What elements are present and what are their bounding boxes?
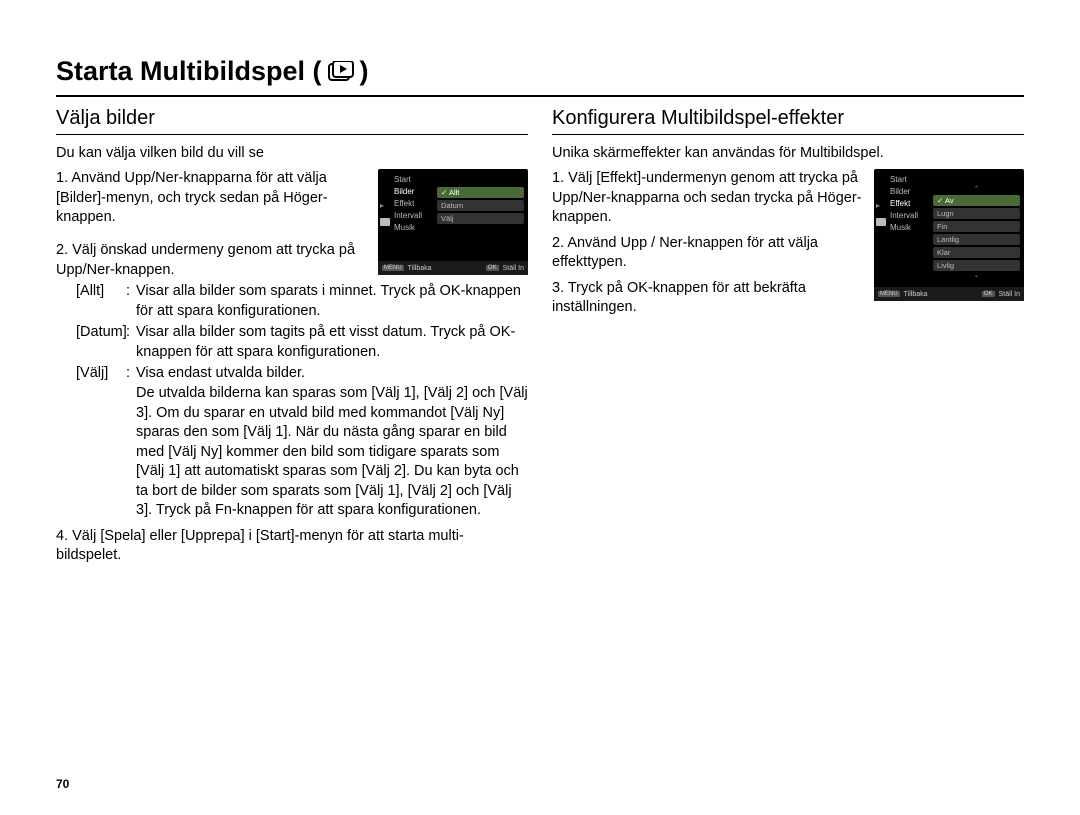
- left-step2: 2. Välj önskad undermeny genom att tryck…: [56, 241, 366, 280]
- right-heading: Konfigurera Multibildspel-effekter: [552, 107, 1024, 135]
- set-label: Ställ In: [999, 291, 1020, 298]
- def-colon: :: [126, 323, 136, 362]
- left-heading: Välja bilder: [56, 107, 528, 135]
- chevron-up-icon: ⌃: [933, 187, 1020, 193]
- ss-options: ⌃ ✓ Av Lugn Fin Lantlig Klar Livlig ⌄: [933, 175, 1020, 301]
- ss-side-icons: ▸: [380, 201, 390, 226]
- play-icon: ▸: [380, 201, 390, 210]
- page-title: Starta Multibildspel ( ): [56, 56, 1024, 97]
- def-text: Visar alla bilder som tagits på ett viss…: [136, 323, 528, 362]
- ss-options: ✓ Allt Datum Välj: [437, 175, 524, 275]
- ss-option: Lugn: [933, 208, 1020, 219]
- left-intro: Du kan välja vilken bild du vill se: [56, 145, 528, 161]
- title-prefix: Starta Multibildspel (: [56, 56, 322, 87]
- play-icon: ▸: [876, 201, 886, 210]
- ss-menu-item: Start: [890, 175, 933, 184]
- ss-option: Datum: [437, 200, 524, 211]
- ss-option: Livlig: [933, 260, 1020, 271]
- ss-menu-item: Intervall: [890, 211, 933, 220]
- camera-icon: [876, 218, 886, 226]
- camera-icon: [380, 218, 390, 226]
- right-step2: 2. Använd Upp / Ner-knappen för att välj…: [552, 234, 866, 273]
- def-colon: :: [126, 282, 136, 321]
- ss-menu-item: Effekt: [394, 199, 437, 208]
- menu-btn-label: MENU: [382, 265, 404, 271]
- ss-menu-item: Bilder: [394, 187, 437, 196]
- def-label: [Datum]: [56, 323, 126, 362]
- ss-menu: Start Bilder Effekt Intervall Musik: [382, 175, 437, 275]
- ok-btn-label: OK: [486, 265, 499, 271]
- def-label: [Välj]: [56, 364, 126, 521]
- def-colon: :: [126, 364, 136, 521]
- ss-menu-item: Intervall: [394, 211, 437, 220]
- title-suffix: ): [360, 56, 369, 87]
- ss-option: Välj: [437, 213, 524, 224]
- left-step1: 1. Använd Upp/Ner-knapparna för att välj…: [56, 169, 370, 228]
- left-column: Välja bilder Du kan välja vilken bild du…: [56, 107, 528, 566]
- left-step4: 4. Välj [Spela] eller [Upprepa] i [Start…: [56, 527, 528, 566]
- menu-btn-label: MENU: [878, 291, 900, 297]
- def-row: [Välj] : Visa endast utvalda bilder. De …: [56, 364, 528, 521]
- ss-option: Klar: [933, 247, 1020, 258]
- right-step1: 1. Välj [Effekt]-undermenyn genom att tr…: [552, 169, 866, 228]
- back-label: Tillbaka: [904, 291, 928, 298]
- content-columns: Välja bilder Du kan välja vilken bild du…: [56, 107, 1024, 566]
- ss-bottom-bar: MENU Tillbaka OK Ställ In: [378, 261, 528, 275]
- ss-menu-item: Start: [394, 175, 437, 184]
- right-steps-text: 1. Välj [Effekt]-undermenyn genom att tr…: [552, 169, 866, 318]
- right-step1-row: 1. Välj [Effekt]-undermenyn genom att tr…: [552, 169, 1024, 318]
- set-label: Ställ In: [503, 265, 524, 272]
- right-step3: 3. Tryck på OK-knappen för att bekräfta …: [552, 279, 866, 318]
- def-row: [Allt] : Visar alla bilder som sparats i…: [56, 282, 528, 321]
- back-label: Tillbaka: [408, 265, 432, 272]
- ss-option: Lantlig: [933, 234, 1020, 245]
- ss-option: Fin: [933, 221, 1020, 232]
- ss-side-icons: ▸: [876, 201, 886, 226]
- ss-option: ✓ Allt: [437, 187, 524, 198]
- ok-btn-label: OK: [982, 291, 995, 297]
- right-column: Konfigurera Multibildspel-effekter Unika…: [552, 107, 1024, 566]
- right-screenshot: ▸ Start Bilder Effekt Intervall Musik ⌃ …: [874, 169, 1024, 301]
- slideshow-icon: [328, 61, 354, 83]
- ss-menu-item: Musik: [890, 223, 933, 232]
- right-intro: Unika skärmeffekter kan användas för Mul…: [552, 145, 1024, 161]
- ss-menu-item: Musik: [394, 223, 437, 232]
- ss-menu-item: Bilder: [890, 187, 933, 196]
- left-screenshot: ▸ Start Bilder Effekt Intervall Musik ✓ …: [378, 169, 528, 275]
- ss-menu-item: Effekt: [890, 199, 933, 208]
- def-text: Visa endast utvalda bilder. De utvalda b…: [136, 364, 528, 521]
- chevron-down-icon: ⌄: [933, 273, 1020, 279]
- ss-bottom-bar: MENU Tillbaka OK Ställ In: [874, 287, 1024, 301]
- def-row: [Datum] : Visar alla bilder som tagits p…: [56, 323, 528, 362]
- def-label: [Allt]: [56, 282, 126, 321]
- ss-menu: Start Bilder Effekt Intervall Musik: [878, 175, 933, 301]
- def-text: Visar alla bilder som sparats i minnet. …: [136, 282, 528, 321]
- ss-option: ✓ Av: [933, 195, 1020, 206]
- definition-list: [Allt] : Visar alla bilder som sparats i…: [56, 282, 528, 521]
- page-number: 70: [56, 777, 69, 791]
